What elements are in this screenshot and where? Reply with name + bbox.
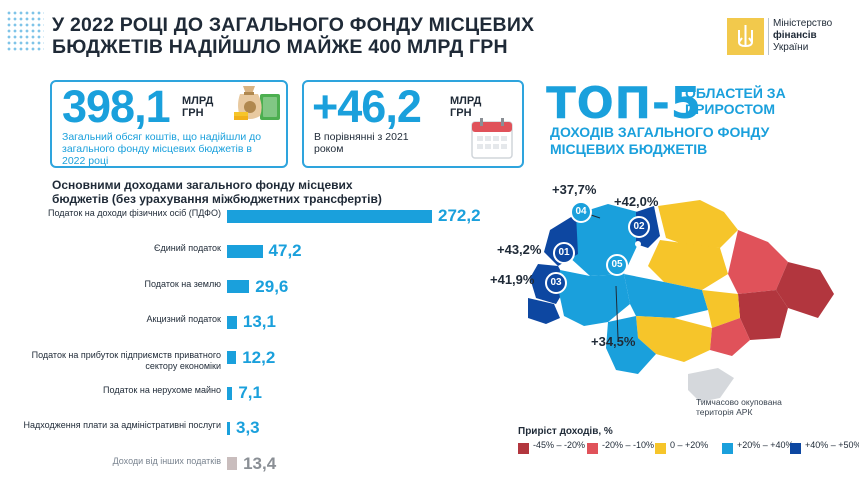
logo-line-1: Міністерство xyxy=(773,18,833,29)
page-title: У 2022 РОЦІ ДО ЗАГАЛЬНОГО ФОНДУ МІСЦЕВИХ… xyxy=(52,14,535,58)
logo-line-3: України xyxy=(773,42,809,53)
total-value: 398,1 xyxy=(62,81,171,132)
legend-title: Приріст доходів, % xyxy=(518,426,613,437)
region-rank-badge: 05 xyxy=(606,254,628,276)
decorative-dots xyxy=(6,10,44,52)
bar xyxy=(227,421,230,435)
legend-label: +40% – +50% xyxy=(805,440,859,450)
legend-label: -45% – -20% xyxy=(533,440,586,450)
occupied-territory-note: Тимчасово окупована територія АРК xyxy=(696,397,782,417)
logo-line-2: фінансів xyxy=(773,30,817,41)
bar-value-label: 272,2 xyxy=(438,206,481,225)
bar-label: Податок на доходи фізичних осіб (ПДФО) xyxy=(47,208,221,218)
ukraine-map xyxy=(528,200,834,402)
legend-label: -20% – -10% xyxy=(602,440,655,450)
bar xyxy=(227,209,432,223)
legend-swatch xyxy=(587,443,598,454)
legend-swatch xyxy=(790,443,801,454)
legend-swatch xyxy=(655,443,666,454)
growth-unit-2: ГРН xyxy=(450,107,472,119)
region-zakarpattia xyxy=(528,298,560,324)
bar-label: Податок на прибуток підприємств приватно… xyxy=(31,349,221,371)
top5-subtitle: ДОХОДІВ ЗАГАЛЬНОГО ФОНДУ МІСЦЕВИХ БЮДЖЕТ… xyxy=(550,124,770,157)
bar xyxy=(227,315,237,329)
calendar-icon xyxy=(470,116,514,165)
top5-small: ОБЛАСТЕЙ ЗА ПРИРОСТОМ xyxy=(685,85,786,117)
bar-value-label: 13,1 xyxy=(242,312,276,332)
total-unit-2: ГРН xyxy=(182,107,204,119)
chart-title: Основними доходами загального фонду місц… xyxy=(52,178,382,206)
bar xyxy=(227,351,237,365)
bar xyxy=(227,280,250,294)
growth-card: +46,2 МЛРД ГРН В порівнянні з 2021 роком xyxy=(302,80,524,168)
region-growth-label: +41,9% xyxy=(490,272,535,287)
bar-value-label: 3,3 xyxy=(236,418,260,438)
callout-line-05 xyxy=(615,285,619,339)
trident-emblem-icon xyxy=(727,18,764,55)
bar-label: Надходження плати за адміністративні пос… xyxy=(23,420,221,431)
money-bag-icon xyxy=(230,76,284,129)
legend-label: 0 – +20% xyxy=(670,440,709,450)
total-unit-1: МЛРД xyxy=(182,95,214,107)
bar xyxy=(227,244,263,258)
kyiv-city-dot xyxy=(635,241,641,247)
legend-label: +20% – +40% xyxy=(737,440,794,450)
bar-label: Доходи від інших податків xyxy=(112,455,221,466)
region-dnipro xyxy=(702,290,740,328)
region-rank-badge: 04 xyxy=(570,201,592,223)
growth-unit-1: МЛРД xyxy=(450,95,482,107)
legend-swatch xyxy=(722,443,733,454)
region-rank-badge: 02 xyxy=(628,216,650,238)
region-growth-label: +34,5% xyxy=(591,334,636,349)
bar-value-label: 13,4 xyxy=(243,453,277,473)
region-south xyxy=(636,316,712,362)
region-centre-west xyxy=(558,270,630,326)
bar xyxy=(227,457,238,471)
bar-label: Єдиний податок xyxy=(154,243,221,254)
top5-big: ТОП-5 xyxy=(546,78,702,129)
total-revenue-card: 398,1 МЛРД ГРН Загальний обсяг коштів, щ… xyxy=(50,80,288,168)
region-rank-badge: 01 xyxy=(553,242,575,264)
bar-label: Акцизний податок xyxy=(146,314,221,325)
region-crimea xyxy=(688,368,734,402)
region-growth-label: +37,7% xyxy=(552,182,597,197)
region-luhansk xyxy=(776,262,834,318)
region-poltava xyxy=(648,240,728,290)
bar-value-label: 7,1 xyxy=(238,383,262,402)
region-growth-label: +42,0% xyxy=(614,194,659,209)
growth-description: В порівнянні з 2021 роком xyxy=(314,131,409,155)
region-rank-badge: 03 xyxy=(545,272,567,294)
total-description: Загальний обсяг коштів, що надійшли до з… xyxy=(62,131,262,167)
legend-swatch xyxy=(518,443,529,454)
growth-value: +46,2 xyxy=(312,81,422,132)
bar-value-label: 12,2 xyxy=(242,347,276,367)
region-chernihiv xyxy=(658,200,738,248)
bar-label: Податок на нерухоме майно xyxy=(103,385,221,395)
ministry-logo: Міністерство фінансів України xyxy=(727,18,847,60)
region-kharkiv xyxy=(728,230,788,294)
region-centre xyxy=(624,274,708,318)
region-growth-label: +43,2% xyxy=(497,242,542,257)
region-zaporizhzhia xyxy=(710,318,750,356)
region-odesa xyxy=(606,316,656,374)
bar-value-label: 47,2 xyxy=(268,241,302,261)
logo-divider xyxy=(768,18,769,55)
bar xyxy=(227,386,233,400)
logo-text: Міністерство фінансів України xyxy=(773,18,832,54)
bar-value-label: 29,6 xyxy=(255,276,289,296)
region-donetsk xyxy=(738,290,788,340)
bar-label: Податок на землю xyxy=(144,278,222,289)
